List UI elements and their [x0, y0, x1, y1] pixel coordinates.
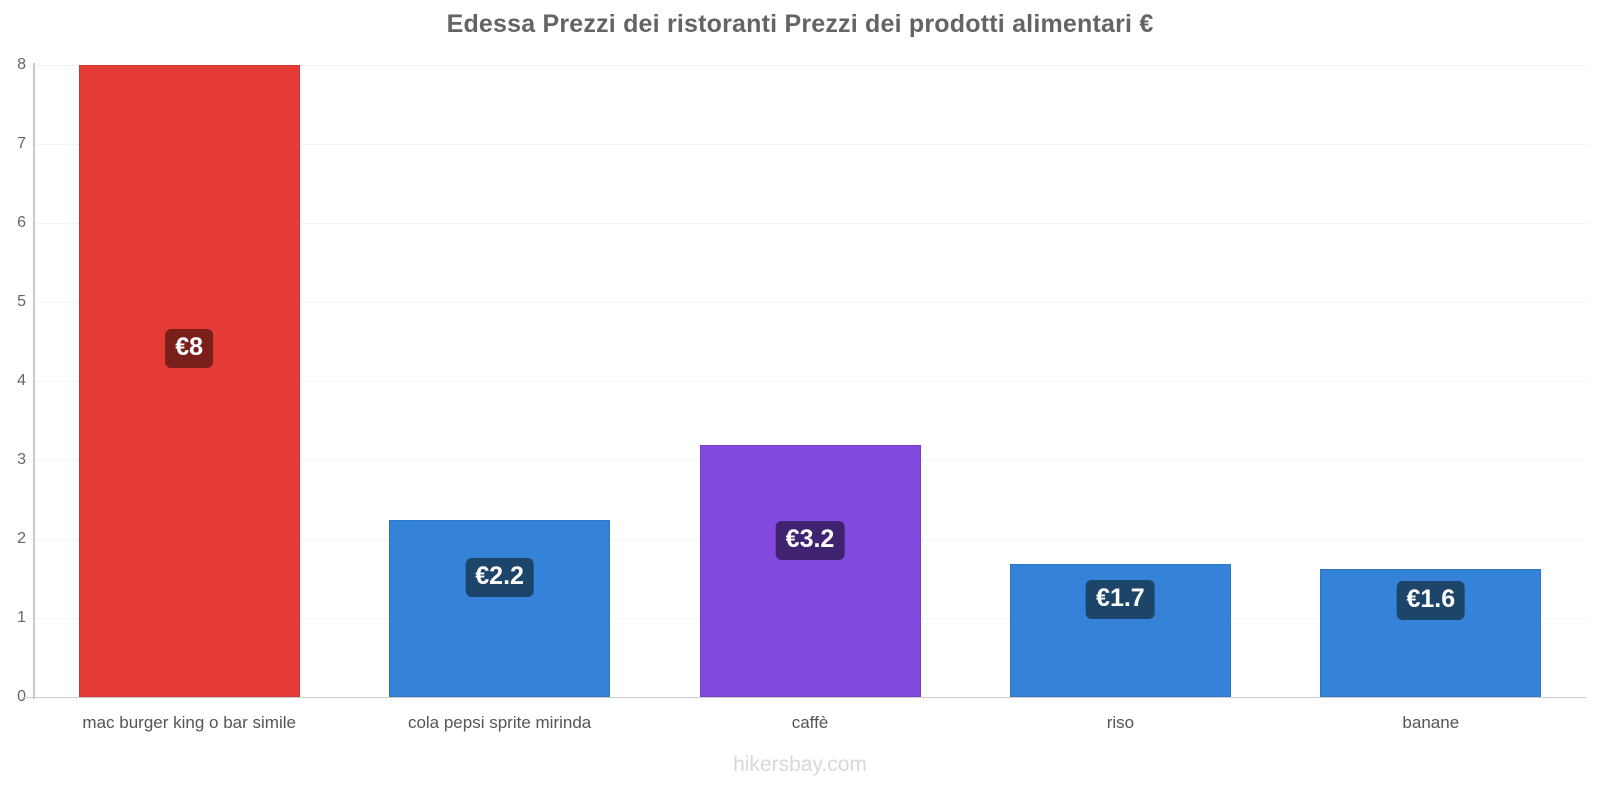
y-axis-tick-label: 2: [17, 530, 26, 547]
y-axis-line: [33, 63, 35, 699]
y-axis-tick-label: 6: [17, 214, 26, 231]
x-axis-category-label: banane: [1402, 713, 1460, 732]
chart-title: Edessa Prezzi dei ristoranti Prezzi dei …: [446, 10, 1154, 38]
gridline: [34, 223, 1586, 224]
gridline: [34, 144, 1586, 145]
x-axis-line: [22, 697, 1586, 698]
bar-value-label: €1.6: [1396, 581, 1466, 620]
y-axis-tick-label: 1: [17, 609, 26, 626]
footer-credit: hikersbay.com: [733, 753, 867, 776]
bar[interactable]: [1009, 564, 1231, 697]
bar-value-label: €2.2: [465, 558, 534, 597]
bar-value-label: €1.7: [1086, 580, 1155, 619]
bar[interactable]: [699, 444, 921, 697]
y-axis-tick-label: 3: [17, 451, 26, 468]
bar-value-label: €8: [165, 329, 214, 368]
y-axis-tick-label: 5: [17, 293, 26, 310]
x-axis-category-label: caffè: [791, 713, 829, 732]
x-axis-category-label: riso: [1106, 713, 1135, 732]
y-axis-tick-label: 0: [2, 688, 26, 706]
gridline: [34, 65, 1586, 66]
bar[interactable]: [78, 65, 300, 697]
bar[interactable]: [389, 520, 611, 697]
gridline: [34, 381, 1586, 382]
gridline: [34, 302, 1586, 303]
x-axis-category-label: cola pepsi sprite mirinda: [407, 713, 592, 732]
bar-value-label: €3.2: [775, 521, 845, 560]
y-axis-tick-label: 8: [17, 56, 26, 73]
y-axis-tick-label: 7: [17, 135, 26, 152]
y-axis-tick-label: 4: [17, 372, 26, 389]
x-axis-category-label: mac burger king o bar simile: [82, 713, 296, 732]
